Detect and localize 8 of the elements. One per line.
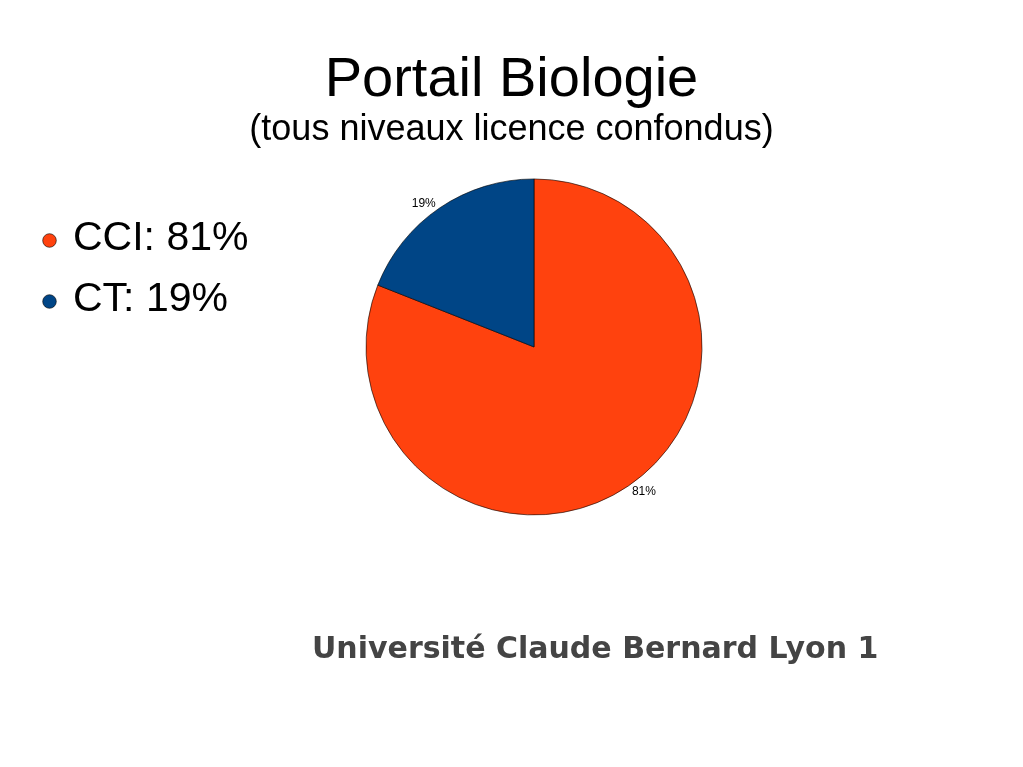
chart-subtitle: (tous niveaux licence confondus) [248, 107, 775, 148]
text: Université Claude Bernard Lyon 1 [312, 630, 879, 665]
pie-slice [365, 178, 703, 516]
legend-label: CT: 19% [73, 273, 228, 322]
data-label: 81% [631, 483, 657, 498]
legend-label: CCI: 81% [73, 212, 249, 261]
chart-title: Portail Biologie [323, 45, 700, 108]
data-label: 19% [411, 196, 437, 211]
